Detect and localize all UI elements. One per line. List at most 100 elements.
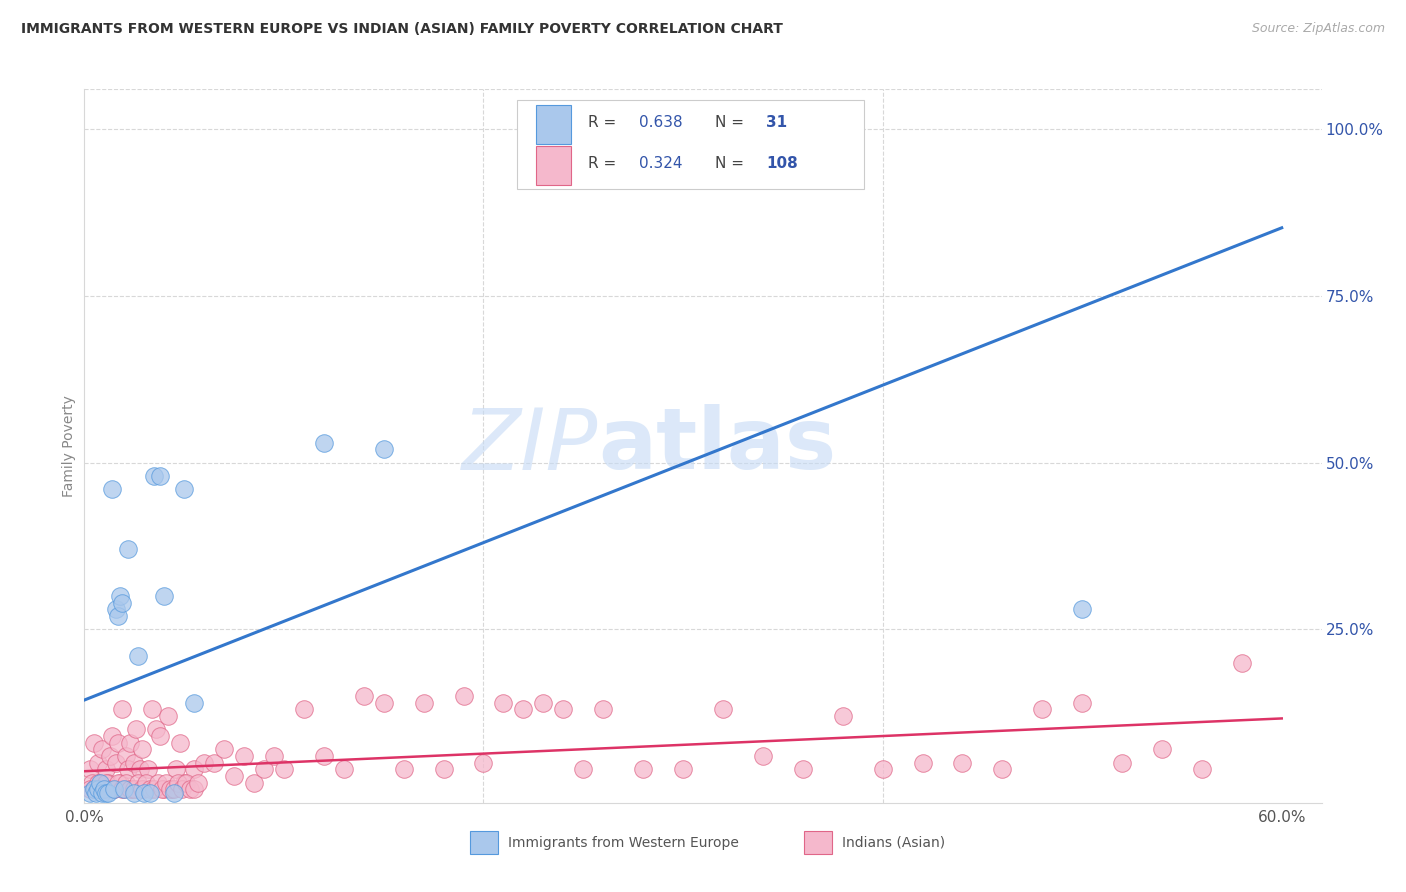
FancyBboxPatch shape	[517, 100, 863, 189]
Point	[1071, 602, 1094, 616]
Text: 0.324: 0.324	[638, 156, 682, 171]
Point	[110, 776, 132, 790]
Point	[96, 763, 118, 777]
Text: R =: R =	[588, 115, 621, 130]
Point	[991, 763, 1014, 777]
Point	[183, 763, 205, 777]
Point	[187, 776, 209, 790]
Point	[531, 696, 554, 710]
Point	[127, 776, 149, 790]
Point	[179, 782, 201, 797]
Point	[165, 763, 187, 777]
Point	[373, 696, 395, 710]
Point	[145, 723, 167, 737]
Point	[134, 786, 156, 800]
Point	[115, 776, 138, 790]
Point	[872, 763, 894, 777]
Point	[89, 776, 111, 790]
Bar	[536, 105, 571, 145]
Point	[112, 782, 135, 797]
Point	[122, 786, 145, 800]
Text: N =: N =	[716, 115, 749, 130]
Point	[103, 782, 125, 797]
Bar	[536, 146, 571, 186]
Point	[86, 786, 108, 800]
Point	[87, 776, 110, 790]
Point	[153, 589, 176, 603]
Point	[96, 786, 118, 800]
Point	[125, 723, 148, 737]
Point	[392, 763, 415, 777]
Point	[173, 483, 195, 497]
Point	[169, 736, 191, 750]
Point	[472, 756, 495, 770]
Point	[93, 782, 115, 797]
Point	[412, 696, 434, 710]
Point	[79, 782, 101, 797]
Text: ZIP: ZIP	[461, 404, 598, 488]
Point	[127, 782, 149, 797]
Point	[107, 736, 129, 750]
Point	[631, 763, 654, 777]
Y-axis label: Family Poverty: Family Poverty	[62, 395, 76, 497]
Point	[572, 763, 595, 777]
Point	[98, 749, 121, 764]
Text: IMMIGRANTS FROM WESTERN EUROPE VS INDIAN (ASIAN) FAMILY POVERTY CORRELATION CHAR: IMMIGRANTS FROM WESTERN EUROPE VS INDIAN…	[21, 22, 783, 37]
Point	[87, 782, 110, 797]
Point	[193, 756, 215, 770]
Point	[253, 763, 276, 777]
Point	[592, 702, 614, 716]
Point	[120, 782, 142, 797]
Point	[127, 649, 149, 664]
Point	[432, 763, 454, 777]
Text: 108: 108	[766, 156, 797, 171]
Point	[122, 756, 145, 770]
Point	[159, 782, 181, 797]
Point	[263, 749, 285, 764]
Point	[98, 782, 121, 797]
Point	[202, 756, 225, 770]
Point	[149, 469, 172, 483]
Point	[139, 786, 162, 800]
Point	[139, 782, 162, 797]
Point	[136, 763, 159, 777]
Bar	[471, 831, 498, 855]
Point	[103, 782, 125, 797]
Point	[163, 786, 186, 800]
Point	[131, 742, 153, 756]
Point	[86, 782, 108, 797]
Point	[89, 776, 111, 790]
Point	[91, 782, 114, 797]
Point	[93, 782, 115, 797]
Point	[148, 776, 170, 790]
Point	[112, 782, 135, 797]
Text: 31: 31	[766, 115, 787, 130]
Point	[111, 702, 134, 716]
Text: 0.638: 0.638	[638, 115, 682, 130]
Point	[129, 763, 152, 777]
Point	[512, 702, 534, 716]
Point	[353, 689, 375, 703]
Point	[333, 763, 356, 777]
Point	[97, 776, 120, 790]
Point	[149, 729, 172, 743]
Text: R =: R =	[588, 156, 621, 171]
Point	[107, 776, 129, 790]
Point	[91, 742, 114, 756]
Point	[141, 702, 163, 716]
Text: Source: ZipAtlas.com: Source: ZipAtlas.com	[1251, 22, 1385, 36]
Point	[103, 782, 125, 797]
Point	[174, 776, 197, 790]
Point	[131, 782, 153, 797]
Point	[143, 782, 166, 797]
Point	[233, 749, 256, 764]
Point	[772, 122, 794, 136]
Point	[553, 702, 575, 716]
Point	[107, 609, 129, 624]
Point	[1071, 696, 1094, 710]
Point	[155, 776, 177, 790]
Text: Indians (Asian): Indians (Asian)	[842, 836, 945, 850]
Point	[135, 776, 157, 790]
Point	[101, 483, 124, 497]
Point	[1031, 702, 1053, 716]
